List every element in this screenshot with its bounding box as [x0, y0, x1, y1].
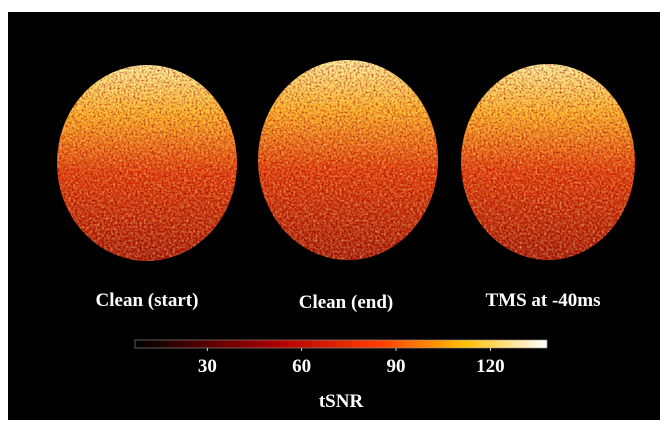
panel-label: Clean (start) [96, 290, 199, 311]
colorbar [135, 340, 547, 348]
panel-label: Clean (end) [299, 292, 393, 313]
figure: Clean (start) Clean (end) TMS at -40ms t… [0, 0, 671, 429]
brain-maps [57, 60, 635, 261]
brain-noise [461, 64, 635, 260]
colorbar-tick-label: 60 [292, 356, 311, 377]
colorbar-tick-label: 120 [476, 356, 505, 377]
colorbar-label: tSNR [319, 391, 364, 412]
brain-noise [258, 60, 438, 260]
brain-noise [57, 65, 237, 261]
colorbar-tick-label: 30 [198, 356, 217, 377]
panel-label: TMS at -40ms [485, 290, 600, 311]
colorbar-tick-label: 90 [387, 356, 406, 377]
